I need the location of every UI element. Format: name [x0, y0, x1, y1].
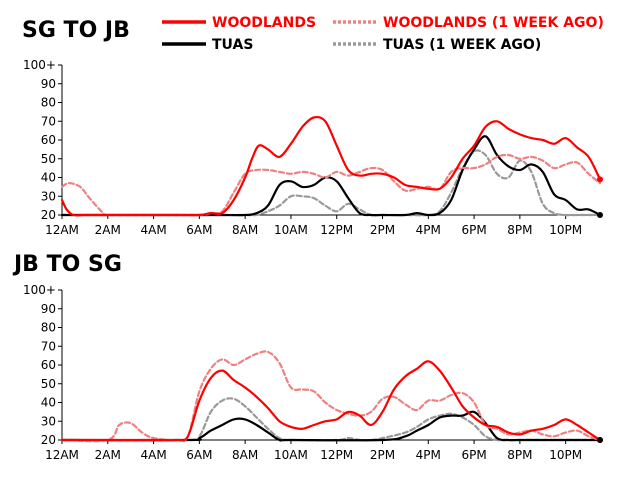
x-tick-label: 8AM	[232, 448, 258, 462]
x-tick-label: 12PM	[320, 223, 353, 237]
series-endpoint-tuas	[597, 212, 603, 218]
x-tick-label: 6AM	[186, 223, 212, 237]
legend-label-tuas-1wk: TUAS (1 WEEK AGO)	[383, 37, 541, 53]
y-tick-label: 30	[41, 189, 56, 203]
y-tick-label: 50	[41, 152, 56, 166]
x-tick-label: 12PM	[320, 448, 353, 462]
series-line-woodlands-1-week-ago	[60, 350, 602, 443]
x-tick-label: 6PM	[461, 448, 486, 462]
legend-label-woodlands-1wk: WOODLANDS (1 WEEK AGO)	[383, 15, 604, 31]
y-tick-label: 100+	[23, 58, 56, 72]
y-tick-label: 90	[41, 302, 56, 316]
x-tick-label: 10AM	[274, 448, 308, 462]
series-line-woodlands	[60, 360, 602, 442]
x-tick-label: 6PM	[461, 223, 486, 237]
y-tick-label: 90	[41, 77, 56, 91]
legend-label-woodlands: WOODLANDS	[212, 15, 316, 31]
y-tick-label: 40	[41, 396, 56, 410]
x-tick-label: 12AM	[45, 223, 79, 237]
x-tick-label: 4AM	[140, 223, 166, 237]
chart-1-plot: 20 30 40 50 60 70 80 90 100+ 12AM 2AM 4AM 6AM 8AM 10AM…	[23, 58, 603, 237]
x-tick-label: 6AM	[186, 448, 212, 462]
y-tick-label: 40	[41, 171, 56, 185]
y-tick-label: 20	[41, 433, 56, 447]
x-tick-label: 8PM	[507, 448, 532, 462]
x-tick-label: 2AM	[95, 223, 121, 237]
y-tick-label: 50	[41, 377, 56, 391]
x-tick-label: 2PM	[370, 448, 395, 462]
series-line-tuas	[60, 135, 602, 217]
x-tick-label: 10AM	[274, 223, 308, 237]
y-tick-label: 60	[41, 358, 56, 372]
x-tick-label: 12AM	[45, 448, 79, 462]
chart-1-title: SG TO JB	[22, 18, 130, 43]
x-tick-label: 2PM	[370, 223, 395, 237]
series-line-tuas-1-week-ago	[60, 397, 602, 442]
y-tick-label: 80	[41, 321, 56, 335]
x-tick-label: 10PM	[549, 448, 582, 462]
x-tick-label: 4PM	[416, 448, 441, 462]
series-line-woodlands-1-week-ago	[60, 153, 602, 217]
chart-2-plot: 20 30 40 50 60 70 80 90 100+ 12AM 2AM 4AM 6AM 8AM 10AM…	[23, 283, 603, 462]
y-tick-label: 100+	[23, 283, 56, 297]
x-tick-label: 4PM	[416, 223, 441, 237]
x-tick-label: 8PM	[507, 223, 532, 237]
x-tick-label: 8AM	[232, 223, 258, 237]
y-tick-label: 80	[41, 96, 56, 110]
y-tick-label: 70	[41, 339, 56, 353]
series-line-woodlands	[60, 115, 602, 217]
x-tick-label: 10PM	[549, 223, 582, 237]
series-endpoint-woodlands	[597, 176, 603, 183]
legend: WOODLANDS WOODLANDS (1 WEEK AGO) TUAS TU…	[162, 15, 604, 53]
y-tick-label: 30	[41, 414, 56, 428]
series-line-tuas	[60, 410, 602, 442]
x-tick-label: 2AM	[95, 448, 121, 462]
y-tick-label: 60	[41, 133, 56, 147]
y-tick-label: 70	[41, 114, 56, 128]
y-tick-label: 20	[41, 208, 56, 222]
series-endpoint-tuas	[597, 437, 603, 443]
chart-2-title: JB TO SG	[12, 252, 122, 277]
legend-label-tuas: TUAS	[212, 37, 253, 53]
x-tick-label: 4AM	[140, 448, 166, 462]
series-line-tuas-1-week-ago	[60, 149, 602, 217]
